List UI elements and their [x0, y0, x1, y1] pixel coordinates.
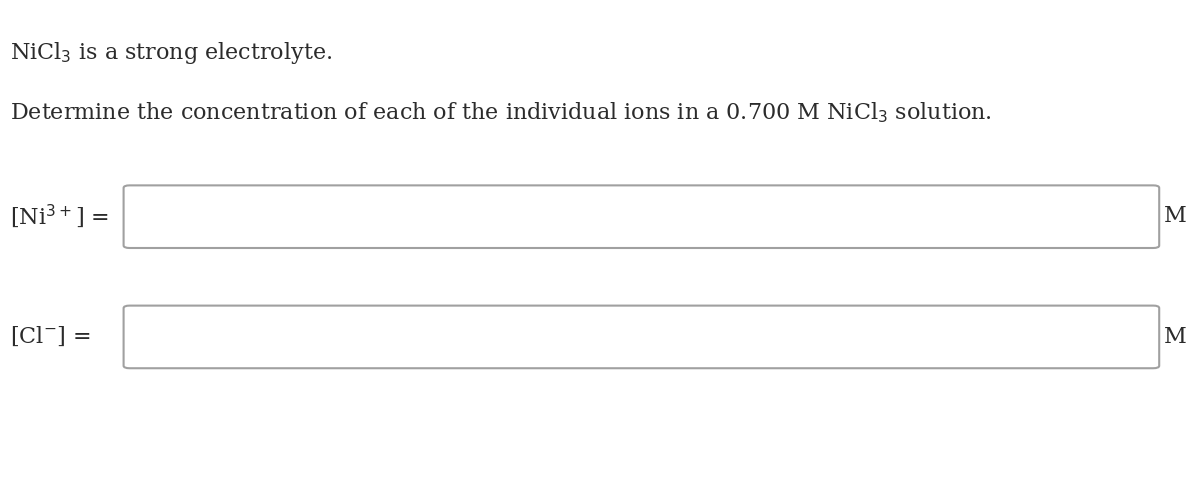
Text: [Ni$^{3+}$] =: [Ni$^{3+}$] = — [10, 203, 109, 230]
FancyBboxPatch shape — [124, 185, 1159, 248]
Text: Determine the concentration of each of the individual ions in a 0.700 M NiCl$_3$: Determine the concentration of each of t… — [10, 100, 991, 125]
Text: M: M — [1164, 205, 1187, 227]
Text: M: M — [1164, 326, 1187, 348]
Text: NiCl$_3$ is a strong electrolyte.: NiCl$_3$ is a strong electrolyte. — [10, 40, 331, 66]
Text: [Cl$^{-}$] =: [Cl$^{-}$] = — [10, 325, 90, 348]
FancyBboxPatch shape — [124, 306, 1159, 368]
